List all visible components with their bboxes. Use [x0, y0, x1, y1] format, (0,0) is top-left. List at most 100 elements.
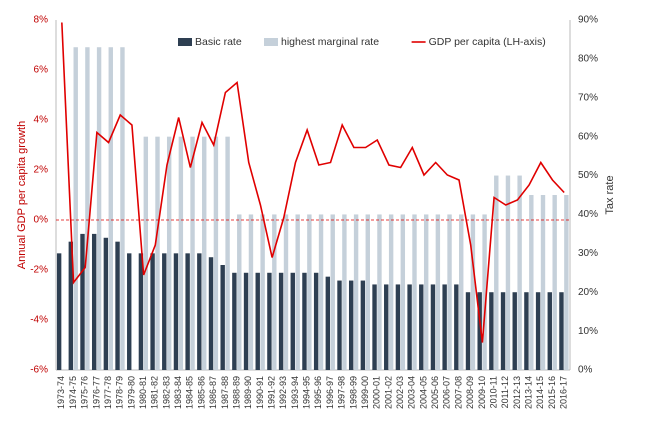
bar [178, 136, 184, 370]
bar [540, 195, 546, 370]
bar [559, 292, 564, 370]
x-tick-label: 1981-82 [150, 376, 160, 409]
y2-tick-label: 40% [578, 209, 598, 220]
bar [155, 136, 160, 370]
legend-label: highest marginal rate [281, 36, 379, 48]
y-axis-label: Annual GDP per capita growth [16, 121, 28, 269]
x-tick-label: 1987-88 [220, 376, 230, 409]
bar [529, 195, 534, 370]
bar [313, 272, 319, 370]
x-tick-label: 1982-83 [161, 376, 171, 409]
bar [225, 136, 230, 370]
x-tick-label: 1989-90 [243, 376, 253, 409]
bar [395, 284, 401, 370]
y2-tick-label: 60% [578, 131, 598, 142]
bar [442, 284, 447, 370]
bar [325, 276, 331, 370]
bar [115, 241, 120, 370]
bar [232, 272, 237, 370]
bar [419, 284, 424, 370]
bar [489, 292, 494, 370]
x-tick-label: 2004-05 [418, 376, 428, 409]
x-tick-label: 1998-99 [348, 376, 358, 409]
bar [283, 214, 289, 370]
line [61, 22, 565, 343]
bar [477, 292, 482, 370]
bar [535, 292, 541, 370]
bar [213, 136, 219, 370]
y2-tick-label: 30% [578, 248, 598, 259]
bar [353, 214, 359, 370]
x-tick-label: 1988-89 [231, 376, 241, 409]
bar [150, 253, 155, 370]
y2-tick-label: 20% [578, 287, 598, 298]
bar [73, 47, 78, 370]
y2-tick-label: 10% [578, 326, 598, 337]
bar [412, 214, 417, 370]
x-tick-label: 2002-03 [395, 376, 405, 409]
bar [512, 292, 517, 370]
x-tick-label: 2015-16 [547, 376, 557, 409]
bar [459, 214, 464, 370]
x-tick-label: 1993-94 [290, 376, 300, 409]
bar [290, 272, 295, 370]
bar [372, 284, 377, 370]
y-tick-label: 2% [34, 165, 49, 176]
bar [91, 233, 97, 370]
legend-label: Basic rate [195, 36, 242, 48]
bar [423, 214, 429, 370]
bar [260, 214, 265, 370]
y-tick-label: -2% [30, 265, 48, 276]
bar [517, 175, 522, 370]
x-tick-label: 1990-91 [255, 376, 265, 409]
legend-swatch [178, 38, 192, 46]
bar [348, 280, 354, 370]
bar [360, 280, 366, 370]
bar [564, 195, 569, 370]
x-tick-label: 1999-00 [360, 376, 370, 409]
y-tick-label: 6% [34, 65, 49, 76]
bar [143, 136, 149, 370]
bar [108, 47, 113, 370]
bar [80, 233, 85, 370]
x-tick-label: 2003-04 [407, 376, 417, 409]
bar [482, 214, 487, 370]
bar [173, 253, 179, 370]
x-tick-label: 2009-10 [477, 376, 487, 409]
bar [248, 214, 254, 370]
bar [454, 284, 459, 370]
x-tick-label: 1994-95 [302, 376, 312, 409]
bar [505, 175, 511, 370]
bar [162, 253, 167, 370]
bar [407, 284, 412, 370]
bar [56, 253, 62, 370]
y2-tick-label: 0% [578, 365, 593, 376]
bar [120, 47, 125, 370]
y-tick-label: -4% [30, 315, 48, 326]
bar [494, 175, 499, 370]
x-tick-label: 1980-81 [138, 376, 148, 409]
x-tick-label: 1985-86 [196, 376, 206, 409]
x-tick-label: 1995-96 [313, 376, 323, 409]
x-tick-label: 1984-85 [185, 376, 195, 409]
bar [400, 214, 406, 370]
x-tick-label: 2008-09 [465, 376, 475, 409]
bar [185, 253, 190, 370]
bar [190, 136, 195, 370]
bar [470, 214, 476, 370]
x-tick-label: 2005-06 [430, 376, 440, 409]
x-tick-label: 1991-92 [266, 376, 276, 409]
x-tick-label: 2006-07 [442, 376, 452, 409]
bar [208, 257, 214, 370]
x-tick-label: 2000-01 [372, 376, 382, 409]
bar [96, 47, 102, 370]
x-tick-label: 2011-12 [500, 376, 510, 408]
x-tick-label: 1983-84 [173, 376, 183, 409]
y2-tick-label: 50% [578, 170, 598, 181]
bar [307, 214, 312, 370]
x-tick-label: 1975-76 [80, 376, 90, 409]
bar [377, 214, 382, 370]
y-tick-label: -6% [30, 365, 48, 376]
